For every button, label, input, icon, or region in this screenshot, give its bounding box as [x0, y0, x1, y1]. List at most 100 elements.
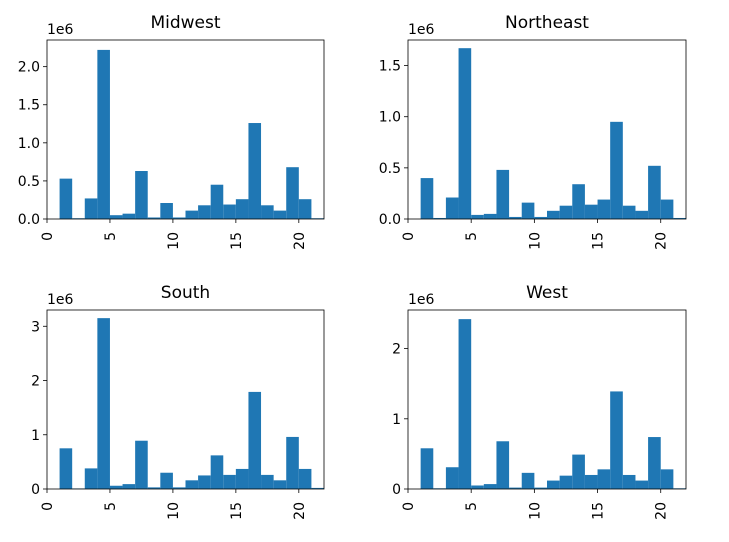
x-tick-label: 15: [591, 502, 607, 520]
bar-northeast-3: [458, 48, 472, 220]
bar-northeast-18: [648, 165, 661, 219]
y-tick-label: 0: [31, 482, 40, 498]
y-tick-label: 0.0: [379, 212, 401, 228]
bar-south-12: [210, 455, 224, 489]
subplot-south: South 1e6 0 1 2 3 0 5 10 15 20: [31, 283, 325, 520]
bar-west-16: [622, 474, 636, 489]
bar-northeast-15: [610, 121, 623, 219]
x-tick-label: 20: [654, 232, 670, 250]
bar-midwest-17: [273, 210, 287, 219]
bar-west-13: [584, 474, 598, 489]
y-tick-label: 2: [392, 342, 401, 358]
subplot-title: South: [161, 283, 210, 303]
y-tick-label: 0.5: [18, 174, 40, 190]
bar-south-16: [261, 474, 274, 489]
bar-midwest-2: [84, 198, 98, 219]
bar-west-11: [559, 475, 573, 489]
bar-northeast-0: [420, 178, 434, 219]
bar-south-9: [172, 487, 186, 489]
bar-midwest-12: [210, 184, 224, 219]
x-tick-label: 10: [527, 502, 543, 520]
bar-northeast-11: [559, 205, 573, 219]
bar-northeast-6: [496, 169, 510, 219]
bar-south-19: [298, 468, 312, 489]
bar-northeast-20: [673, 217, 686, 219]
axes-frame: [407, 39, 687, 220]
bar-midwest-10: [185, 210, 199, 219]
y-exponent-label: 1e6: [408, 292, 435, 308]
bar-west-7: [509, 487, 522, 489]
bar-midwest-7: [147, 217, 161, 219]
x-tick-label: 15: [591, 232, 607, 250]
bar-west-15: [610, 391, 623, 489]
bar-west-17: [635, 480, 649, 489]
bar-south-17: [273, 480, 287, 489]
subplot-title: West: [526, 283, 568, 303]
y-exponent-label: 1e6: [408, 22, 435, 38]
bar-northeast-1: [433, 217, 446, 219]
bar-northeast-5: [483, 213, 497, 219]
bar-midwest-4: [109, 215, 123, 219]
bar-west-0: [420, 448, 434, 489]
x-tick-label: 15: [229, 232, 245, 250]
y-tick-label: 2: [31, 374, 40, 390]
bar-south-13: [223, 474, 236, 489]
bar-northeast-13: [584, 204, 598, 219]
bar-west-6: [496, 441, 510, 489]
x-tick-label: 20: [292, 232, 308, 250]
x-tick-label: 0: [40, 502, 56, 511]
y-tick-label: 0.0: [18, 212, 40, 228]
x-tick-label: 5: [103, 502, 119, 511]
x-tick-label: 0: [401, 502, 417, 511]
x-tick-label: 15: [229, 502, 245, 520]
bar-midwest-3: [97, 49, 110, 220]
x-tick-label: 10: [166, 232, 182, 250]
y-exponent-label: 1e6: [47, 22, 74, 38]
y-tick-label: 0.5: [379, 161, 401, 177]
subplot-title: Midwest: [150, 13, 220, 33]
bar-south-11: [198, 475, 211, 489]
bar-northeast-7: [509, 216, 522, 219]
bar-west-3: [458, 319, 472, 489]
bar-south-4: [109, 485, 123, 489]
x-tick-label: 10: [166, 502, 182, 520]
bar-midwest-9: [172, 217, 186, 219]
bar-west-4: [471, 485, 484, 489]
y-tick-label: 3: [31, 319, 40, 335]
axes-frame: [407, 309, 687, 490]
x-tick-label: 0: [401, 232, 417, 241]
x-tick-label: 20: [292, 502, 308, 520]
bar-midwest-8: [160, 203, 173, 219]
bar-south-15: [248, 391, 262, 489]
bar-south-10: [185, 480, 199, 489]
bar-northeast-14: [597, 199, 611, 219]
bar-south-6: [135, 440, 148, 489]
bar-northeast-8: [521, 202, 535, 219]
bar-west-10: [547, 480, 560, 489]
bar-west-12: [572, 454, 585, 489]
bar-south-2: [84, 468, 98, 489]
subplot-midwest: Midwest 1e6 0.0 0.5 1.0 1.5 2.0 0 5 10 15 20: [18, 13, 325, 250]
bar-west-2: [445, 467, 459, 489]
subplot-title: Northeast: [505, 13, 589, 33]
bar-west-9: [534, 487, 547, 489]
y-tick-label: 0: [392, 482, 401, 498]
bar-west-19: [660, 469, 674, 489]
x-tick-label: 0: [40, 232, 56, 241]
x-tick-label: 10: [527, 232, 543, 250]
bar-south-3: [97, 318, 110, 489]
bar-west-8: [521, 472, 535, 489]
bar-south-8: [160, 472, 173, 489]
bar-northeast-4: [471, 214, 484, 219]
x-tick-label: 20: [654, 502, 670, 520]
bar-northeast-10: [547, 210, 560, 219]
y-tick-label: 2.0: [18, 60, 40, 76]
bar-west-5: [483, 484, 497, 489]
bar-midwest-11: [198, 205, 211, 219]
bar-midwest-5: [122, 213, 136, 219]
y-tick-label: 1.5: [18, 98, 40, 114]
bar-west-18: [648, 437, 661, 489]
bar-midwest-14: [235, 199, 249, 219]
y-tick-label: 1: [31, 428, 40, 444]
bar-south-20: [311, 487, 324, 489]
